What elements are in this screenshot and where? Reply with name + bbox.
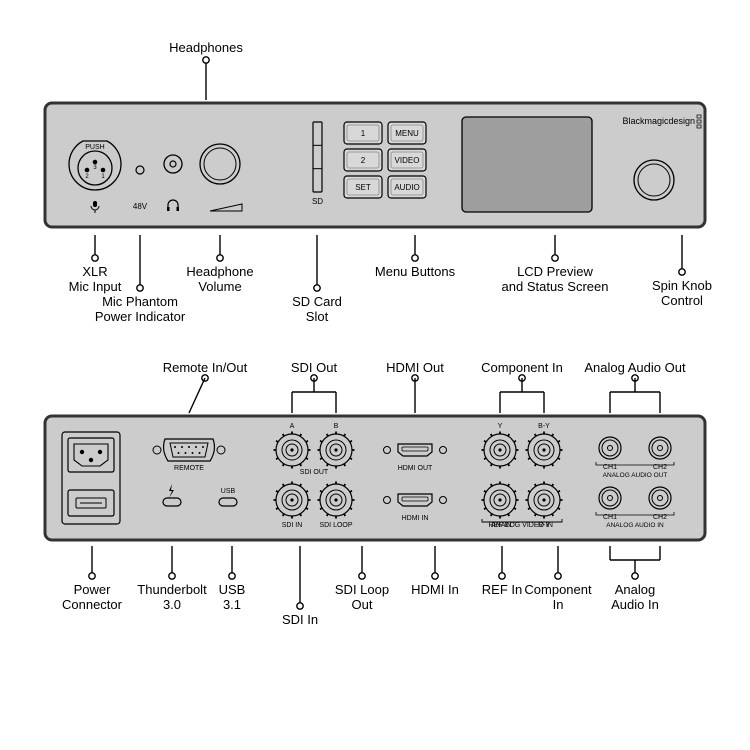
callout-spin-knob: Spin KnobControl (652, 235, 712, 308)
svg-text:Analog: Analog (615, 582, 655, 597)
callout-power-connector: PowerConnector (62, 546, 123, 612)
svg-text:Mic Phantom: Mic Phantom (102, 294, 178, 309)
callout-sdi-out: SDI Out (291, 360, 338, 413)
callout-analog-audio-out: Analog Audio Out (584, 360, 686, 413)
svg-text:Power: Power (74, 582, 112, 597)
svg-text:SDI In: SDI In (282, 612, 318, 627)
svg-text:Connector: Connector (62, 597, 123, 612)
svg-text:HDMI In: HDMI In (411, 582, 459, 597)
callout-headphone-volume: HeadphoneVolume (186, 235, 253, 294)
svg-text:ANALOG VIDEO IN: ANALOG VIDEO IN (491, 522, 553, 529)
callout-usb: USB3.1 (219, 546, 246, 612)
callout-component-in-b: ComponentIn (524, 546, 592, 612)
callout-ref-in: REF In (482, 546, 522, 597)
callout-xlr-mic-input: XLRMic Input (69, 235, 122, 294)
front-panel: PUSH21348VSD1MENU2VIDEOSETAUDIOBlackmagi… (45, 103, 705, 227)
svg-text:Slot: Slot (306, 309, 329, 324)
svg-text:B: B (334, 423, 339, 430)
callout-thunderbolt: Thunderbolt3.0 (137, 546, 207, 612)
svg-text:Headphone: Headphone (186, 264, 253, 279)
svg-text:USB: USB (219, 582, 246, 597)
svg-text:Mic Input: Mic Input (69, 279, 122, 294)
svg-text:REF In: REF In (482, 582, 522, 597)
svg-text:Component: Component (524, 582, 592, 597)
svg-text:Analog Audio Out: Analog Audio Out (584, 360, 686, 375)
callout-headphones: Headphones (169, 40, 243, 100)
svg-text:ANALOG AUDIO OUT: ANALOG AUDIO OUT (603, 472, 668, 479)
svg-text:Component In: Component In (481, 360, 563, 375)
svg-text:SDI LOOP: SDI LOOP (319, 522, 352, 529)
svg-text:MENU: MENU (395, 129, 419, 138)
svg-text:XLR: XLR (82, 264, 107, 279)
callout-lcd: LCD Previewand Status Screen (502, 235, 609, 294)
svg-text:Y: Y (498, 423, 503, 430)
svg-text:B-Y: B-Y (538, 423, 550, 430)
svg-text:PUSH: PUSH (85, 144, 104, 151)
svg-text:3.0: 3.0 (163, 597, 181, 612)
lcd-screen (462, 117, 592, 212)
callout-component-in: Component In (481, 360, 563, 413)
callout-sd-card: SD CardSlot (292, 235, 342, 324)
callout-menu-buttons: Menu Buttons (375, 235, 456, 279)
svg-text:SDI IN: SDI IN (282, 522, 303, 529)
svg-text:Menu Buttons: Menu Buttons (375, 264, 456, 279)
callout-analog-audio-in: AnalogAudio In (610, 546, 660, 612)
svg-text:ANALOG AUDIO IN: ANALOG AUDIO IN (606, 522, 664, 529)
callout-hdmi-out: HDMI Out (386, 360, 444, 413)
svg-text:SDI OUT: SDI OUT (300, 469, 329, 476)
svg-text:Out: Out (352, 597, 373, 612)
svg-text:Control: Control (661, 293, 703, 308)
svg-text:Thunderbolt: Thunderbolt (137, 582, 207, 597)
brand-label: Blackmagicdesign (622, 116, 695, 126)
svg-text:REMOTE: REMOTE (174, 465, 204, 472)
svg-text:3.1: 3.1 (223, 597, 241, 612)
svg-text:HDMI IN: HDMI IN (402, 515, 429, 522)
back-panel: REMOTEUSBABSDI OUTSDI INSDI LOOPYB-YREF … (45, 416, 705, 540)
svg-text:2: 2 (361, 156, 366, 165)
callout-remote-inout: Remote In/Out (163, 360, 248, 413)
svg-text:USB: USB (221, 488, 236, 495)
svg-text:1: 1 (361, 129, 366, 138)
svg-text:and Status Screen: and Status Screen (502, 279, 609, 294)
phantom-48v-label: 48V (133, 202, 148, 211)
svg-text:SET: SET (355, 183, 371, 192)
svg-text:Power Indicator: Power Indicator (95, 309, 186, 324)
svg-text:SDI Out: SDI Out (291, 360, 338, 375)
svg-text:In: In (553, 597, 564, 612)
svg-text:Headphones: Headphones (169, 40, 243, 55)
callout-sdi-loop: SDI LoopOut (335, 546, 389, 612)
svg-text:Volume: Volume (198, 279, 241, 294)
svg-text:SD Card: SD Card (292, 294, 342, 309)
svg-text:VIDEO: VIDEO (395, 156, 420, 165)
svg-text:A: A (290, 423, 295, 430)
svg-text:Audio In: Audio In (611, 597, 659, 612)
svg-text:SDI Loop: SDI Loop (335, 582, 389, 597)
svg-text:Remote In/Out: Remote In/Out (163, 360, 248, 375)
svg-text:SD: SD (312, 197, 323, 206)
svg-text:Spin Knob: Spin Knob (652, 278, 712, 293)
callout-sdi-in: SDI In (282, 546, 318, 627)
svg-text:HDMI OUT: HDMI OUT (398, 465, 433, 472)
callout-hdmi-in: HDMI In (411, 546, 459, 597)
svg-text:AUDIO: AUDIO (394, 183, 419, 192)
svg-text:HDMI Out: HDMI Out (386, 360, 444, 375)
svg-text:LCD Preview: LCD Preview (517, 264, 593, 279)
